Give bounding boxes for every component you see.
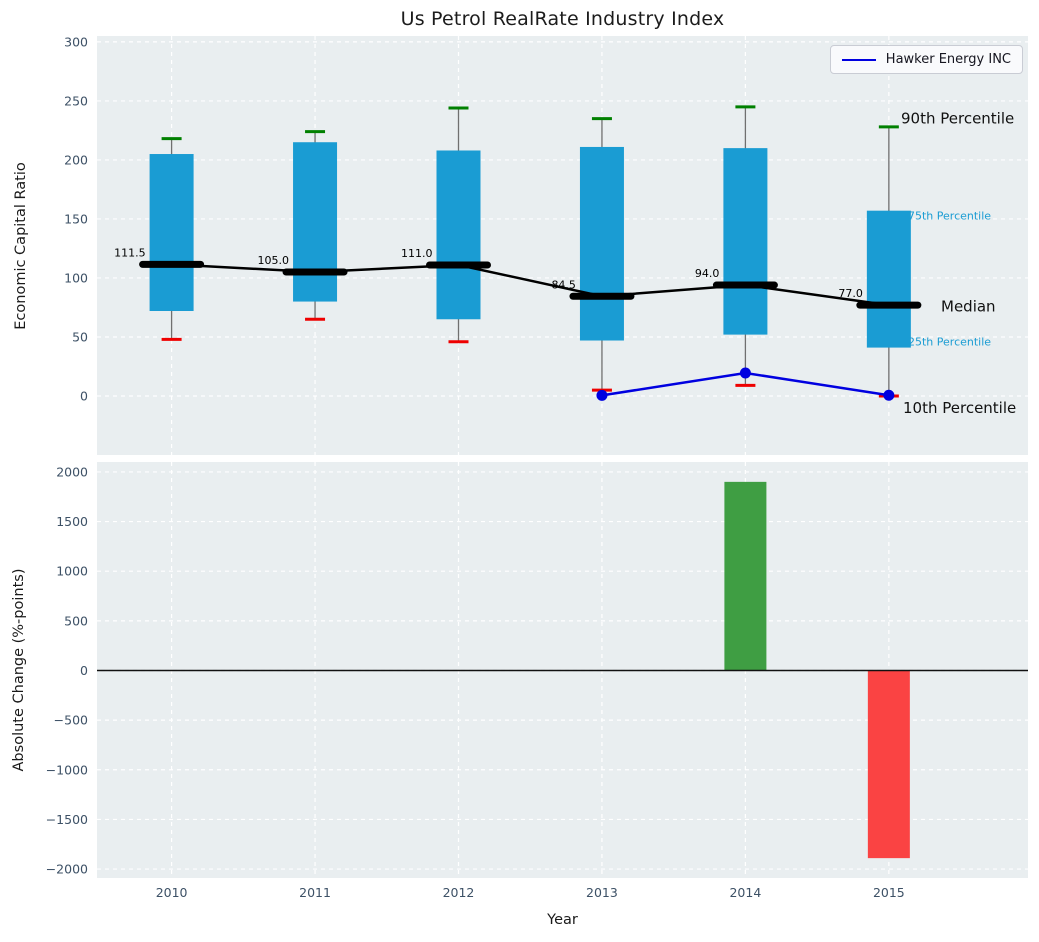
ytick-label-bottom: −1500 <box>46 812 88 827</box>
bar-positive <box>724 481 767 671</box>
xtick-label: 2010 <box>156 885 188 900</box>
ytick-label-bottom: 0 <box>80 663 88 678</box>
xtick-label: 2015 <box>873 885 905 900</box>
bar-negative <box>867 670 910 859</box>
box-iqr <box>436 150 481 320</box>
xtick-label: 2014 <box>729 885 761 900</box>
legend: Hawker Energy INC <box>829 45 1023 74</box>
annotation-90th-percentile: 90th Percentile <box>901 110 1014 128</box>
company-point <box>883 389 895 401</box>
annotation-75th-percentile: 75th Percentile <box>908 209 991 222</box>
box-iqr <box>866 210 911 348</box>
ytick-label-top: 50 <box>72 329 88 344</box>
box-iqr <box>149 154 194 312</box>
ytick-label-bottom: 1000 <box>56 564 88 579</box>
median-value-label: 94.0 <box>695 267 720 280</box>
xtick-label: 2013 <box>586 885 618 900</box>
ytick-label-top: 0 <box>80 388 88 403</box>
annotation-10th-percentile: 10th Percentile <box>903 399 1016 417</box>
y-axis-label-top: Economic Capital Ratio <box>13 162 29 330</box>
ytick-label-bottom: −500 <box>54 713 88 728</box>
company-point <box>596 389 608 401</box>
box-iqr <box>293 142 338 302</box>
annotation-median: Median <box>941 297 996 315</box>
median-value-label: 84.5 <box>551 278 576 291</box>
company-point <box>739 367 751 379</box>
ytick-label-bottom: 2000 <box>56 464 88 479</box>
annotation-25th-percentile: 25th Percentile <box>908 336 991 349</box>
legend-line-sample-icon <box>841 58 876 61</box>
xtick-label: 2012 <box>443 885 475 900</box>
ytick-label-top: 250 <box>64 93 88 108</box>
ytick-label-bottom: 500 <box>64 613 88 628</box>
ytick-label-bottom: 1500 <box>56 514 88 529</box>
ytick-label-bottom: −1000 <box>46 762 88 777</box>
median-value-label: 105.0 <box>258 254 290 267</box>
ytick-label-top: 150 <box>64 211 88 226</box>
box-iqr <box>723 148 768 335</box>
xtick-label: 2011 <box>299 885 331 900</box>
median-value-label: 111.5 <box>114 246 146 259</box>
x-axis-label: Year <box>547 912 578 928</box>
median-value-label: 77.0 <box>838 287 863 300</box>
legend-label: Hawker Energy INC <box>885 52 1011 67</box>
y-axis-label-bottom: Absolute Change (%-points) <box>11 568 27 772</box>
ytick-label-bottom: −2000 <box>46 862 88 877</box>
box-iqr <box>579 146 624 341</box>
ytick-label-top: 200 <box>64 152 88 167</box>
median-value-label: 111.0 <box>401 247 433 260</box>
ytick-label-top: 300 <box>64 34 88 49</box>
ytick-label-top: 100 <box>64 270 88 285</box>
chart-title: Us Petrol RealRate Industry Index <box>400 8 725 30</box>
